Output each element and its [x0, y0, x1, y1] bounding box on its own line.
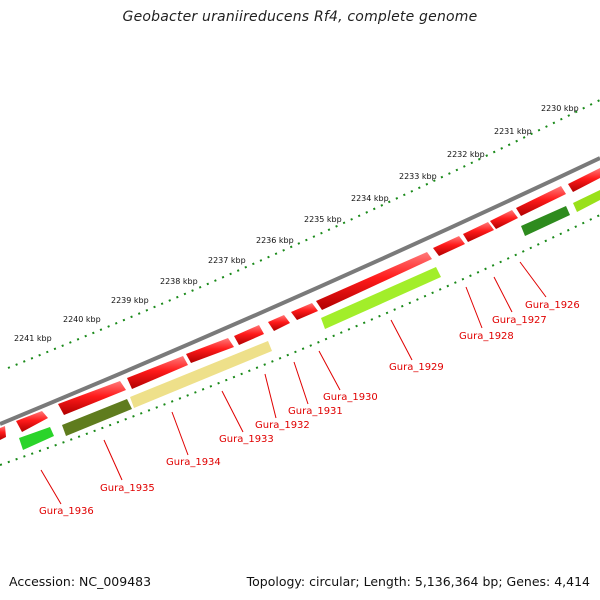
ruler-label: 2230 kbp: [541, 104, 579, 113]
gene-forward[interactable]: [16, 411, 48, 432]
gene-label[interactable]: Gura_1935: [100, 483, 155, 494]
gene-forward[interactable]: [0, 426, 6, 440]
ruler-labels: 2230 kbp 2231 kbp 2232 kbp 2233 kbp 2234…: [14, 104, 579, 343]
gene-forward[interactable]: [291, 303, 318, 320]
gene-forward[interactable]: [568, 168, 600, 192]
inner-ruler-ticks: [0, 214, 600, 466]
gene-label[interactable]: Gura_1928: [459, 331, 514, 342]
ruler-label: 2233 kbp: [399, 172, 437, 181]
gene-label[interactable]: Gura_1934: [166, 457, 221, 468]
ruler-label: 2237 kbp: [208, 256, 246, 265]
ruler-label: 2231 kbp: [494, 127, 532, 136]
ruler-label: 2239 kbp: [111, 296, 149, 305]
ruler-label: 2238 kbp: [160, 277, 198, 286]
outer-ruler-ticks: [7, 99, 600, 369]
gene-reverse-gura-1926[interactable]: [573, 190, 600, 212]
gene-label[interactable]: Gura_1926: [525, 300, 580, 311]
map-title: Geobacter uraniireducens Rf4, complete g…: [122, 9, 478, 25]
ruler-label: 2232 kbp: [447, 150, 485, 159]
gene-forward[interactable]: [490, 210, 518, 229]
gene-forward[interactable]: [268, 315, 290, 331]
gene-forward[interactable]: [186, 338, 234, 363]
gene-forward[interactable]: [463, 222, 494, 242]
ruler-label: 2240 kbp: [63, 315, 101, 324]
gene-reverse-gura-1929[interactable]: [321, 267, 441, 329]
ruler-label: 2241 kbp: [14, 334, 52, 343]
gene-label[interactable]: Gura_1927: [492, 315, 547, 326]
ruler-label: 2236 kbp: [256, 236, 294, 245]
reverse-strand-genes: [19, 190, 600, 450]
genome-backbone: [0, 156, 600, 426]
gene-reverse-gura-1927[interactable]: [521, 206, 570, 236]
ruler-label: 2234 kbp: [351, 194, 389, 203]
gene-reverse-gura-1936[interactable]: [19, 427, 54, 450]
gene-label[interactable]: Gura_1929: [389, 362, 444, 373]
genome-summary: Topology: circular; Length: 5,136,364 bp…: [246, 574, 590, 589]
gene-forward[interactable]: [127, 356, 188, 389]
gene-label[interactable]: Gura_1936: [39, 506, 94, 517]
gene-forward[interactable]: [516, 186, 566, 216]
gene-reverse-gura-1932[interactable]: [130, 341, 272, 408]
label-leader-lines: [40, 261, 547, 505]
gene-labels: Gura_1926 Gura_1927 Gura_1928 Gura_1929 …: [39, 300, 580, 517]
ruler-label: 2235 kbp: [304, 215, 342, 224]
gene-label[interactable]: Gura_1932: [255, 420, 310, 431]
accession-text: Accession: NC_009483: [9, 574, 152, 589]
gene-reverse-gura-1935[interactable]: [62, 399, 132, 436]
forward-strand-genes: [0, 168, 600, 440]
gene-forward[interactable]: [433, 236, 465, 256]
gene-forward[interactable]: [58, 381, 126, 415]
gene-label[interactable]: Gura_1930: [323, 392, 378, 403]
gene-label[interactable]: Gura_1931: [288, 406, 343, 417]
gene-forward[interactable]: [316, 252, 432, 310]
gene-label[interactable]: Gura_1933: [219, 434, 274, 445]
gene-forward[interactable]: [234, 325, 264, 345]
